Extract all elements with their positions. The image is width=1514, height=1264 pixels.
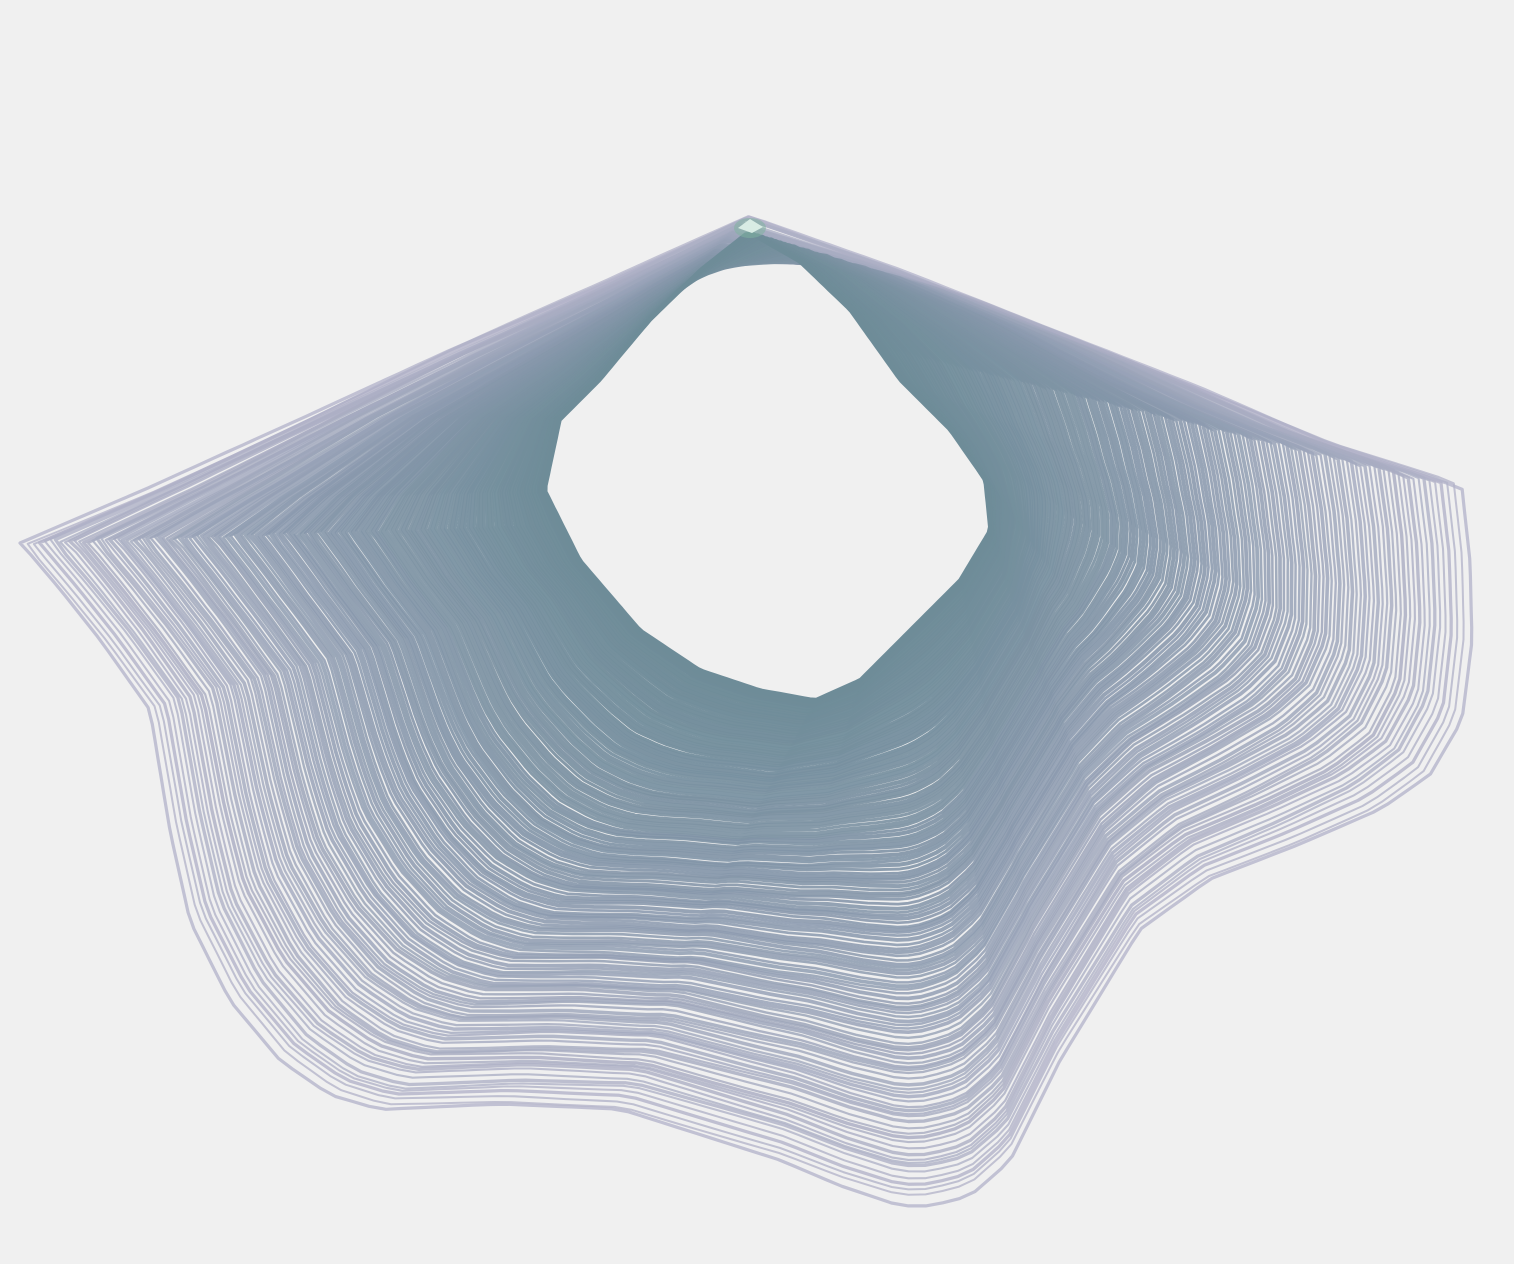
contour-line [145, 231, 1342, 1072]
contour-line [188, 239, 1297, 1027]
apex-spark [738, 219, 763, 233]
contour-line [26, 215, 1465, 1196]
contour-line [53, 217, 1437, 1168]
contour-line [37, 217, 1453, 1186]
contour-line [310, 255, 1177, 898]
contour-line [544, 231, 992, 702]
contour-line [32, 217, 1459, 1191]
apex-highlight [734, 218, 766, 238]
contour-line [100, 224, 1389, 1118]
contour-lines [18, 215, 1474, 1208]
